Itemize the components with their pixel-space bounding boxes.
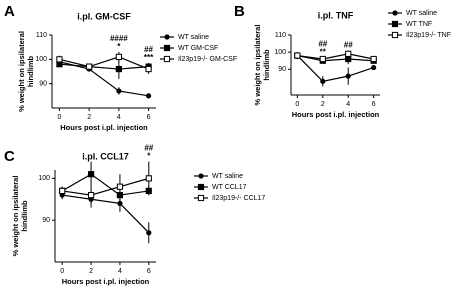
- marker: [294, 52, 301, 59]
- y-axis-label: hindlimb: [20, 200, 29, 232]
- series-line: [62, 177, 149, 196]
- series-line: [297, 53, 374, 60]
- marker: [87, 191, 95, 199]
- marker: [116, 183, 124, 190]
- marker: [391, 31, 399, 39]
- y-tick-label: 90: [278, 66, 286, 73]
- series-line: [62, 194, 150, 234]
- panel-letter: A: [4, 3, 15, 20]
- legend-label: WT GM-CSF: [178, 45, 218, 52]
- series-line: [59, 56, 149, 70]
- x-tick-label: 2: [89, 268, 93, 275]
- x-tick-label: 6: [372, 101, 376, 108]
- chart-title: i.pl. TNF: [318, 10, 354, 20]
- legend-label: WT CCL17: [212, 184, 247, 191]
- y-tick-label: 100: [35, 56, 47, 63]
- marker: [345, 73, 351, 79]
- significance-label: **: [320, 47, 327, 56]
- marker: [86, 63, 93, 70]
- marker: [371, 64, 377, 71]
- marker: [145, 65, 152, 73]
- series-line: [59, 63, 149, 70]
- significance-label: ***: [144, 53, 154, 62]
- x-tick-label: 0: [295, 101, 299, 108]
- y-tick-label: 100: [274, 49, 286, 56]
- legend-label: WT TNF: [406, 21, 432, 28]
- marker: [197, 194, 205, 202]
- significance-label: *: [117, 42, 121, 51]
- marker: [56, 56, 63, 63]
- significance-label: *: [147, 152, 151, 161]
- legend-label: Il23p19-/- TNF: [406, 32, 451, 39]
- marker: [145, 93, 152, 99]
- series-line: [297, 54, 374, 62]
- marker: [345, 50, 352, 57]
- marker: [115, 65, 122, 73]
- y-axis-label: hindlimb: [26, 55, 35, 87]
- marker: [197, 183, 205, 191]
- chart-title: i.pl. CCL17: [82, 151, 129, 161]
- panel-letter: B: [234, 3, 245, 20]
- x-tick-label: 6: [147, 114, 151, 121]
- marker: [146, 230, 152, 236]
- x-axis-label: Hours post i.pl. injection: [292, 110, 380, 119]
- marker: [145, 175, 152, 182]
- x-tick-label: 4: [346, 101, 350, 108]
- significance-label: ##: [318, 39, 327, 48]
- significance-label: ##: [144, 144, 153, 153]
- y-tick-label: 110: [275, 32, 286, 39]
- series-line: [296, 55, 374, 82]
- y-tick-label: 90: [42, 217, 50, 224]
- x-tick-label: 2: [321, 101, 325, 108]
- x-tick-label: 2: [87, 114, 91, 121]
- y-axis-label: hindlimb: [262, 49, 271, 81]
- panel-letter: C: [4, 148, 15, 165]
- marker: [164, 34, 170, 40]
- marker: [163, 44, 171, 52]
- marker: [198, 173, 204, 179]
- legend-label: WT saline: [212, 173, 243, 180]
- y-tick-label: 110: [36, 32, 47, 39]
- marker: [319, 55, 326, 63]
- y-tick-label: 90: [39, 81, 47, 88]
- x-axis-label: Hours post i.pl. injection: [62, 277, 150, 286]
- y-axis-label: % weight on ipsilateral: [17, 31, 26, 112]
- marker: [320, 78, 326, 84]
- x-tick-label: 6: [147, 268, 151, 275]
- marker: [391, 20, 399, 28]
- marker: [59, 187, 66, 195]
- legend-label: Il23p19-/- GM-CSF: [178, 56, 237, 63]
- x-tick-label: 4: [118, 268, 122, 275]
- x-tick-label: 0: [60, 268, 64, 275]
- significance-label: ##: [144, 45, 153, 54]
- marker: [163, 55, 171, 63]
- significance-label: ##: [344, 41, 353, 50]
- y-axis-label: % weight on ipsilateral: [253, 25, 262, 106]
- legend-label: WT saline: [406, 10, 437, 17]
- significance-label: ####: [110, 34, 128, 43]
- marker: [370, 55, 377, 63]
- legend-label: Il23p19-/- CCL17: [212, 195, 265, 202]
- y-axis-label: % weight on ipsilateral: [11, 176, 20, 257]
- x-tick-label: 0: [57, 114, 61, 121]
- marker: [115, 53, 122, 60]
- marker: [392, 10, 398, 16]
- marker: [116, 88, 122, 94]
- y-tick-label: 100: [38, 175, 50, 182]
- chart-title: i.pl. GM-CSF: [77, 11, 131, 21]
- marker: [87, 171, 95, 178]
- series-line: [61, 173, 149, 196]
- legend-label: WT saline: [178, 34, 209, 41]
- x-tick-label: 4: [117, 114, 121, 121]
- series-line: [59, 61, 149, 97]
- x-axis-label: Hours post i.pl. injection: [60, 123, 148, 132]
